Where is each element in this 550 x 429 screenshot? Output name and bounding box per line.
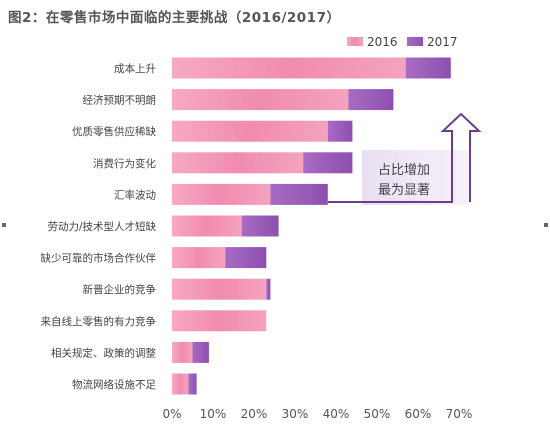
category-label: 相关规定、政策的调整 <box>51 346 156 359</box>
category-label: 优质零售供应稀缺 <box>72 125 156 138</box>
legend: 2016 2017 <box>347 35 458 49</box>
x-tick-label: 40% <box>323 407 350 421</box>
bar-2017 <box>270 183 328 205</box>
category-label: 劳动力/技术型人才短缺 <box>47 220 156 233</box>
x-tick-label: 50% <box>364 407 391 421</box>
x-tick-label: 20% <box>241 407 268 421</box>
bar-2017 <box>241 215 279 237</box>
bar-2017 <box>303 152 353 174</box>
bar-2017 <box>405 57 451 79</box>
x-tick-label: 10% <box>200 407 227 421</box>
bars-layer <box>172 57 451 395</box>
right-edge-mark <box>544 223 548 227</box>
x-tick-label: 0% <box>162 407 181 421</box>
callout-text: 占比增加 <box>378 163 430 178</box>
bar-2016 <box>172 215 242 237</box>
bar-2017 <box>266 278 271 300</box>
category-label: 汇率波动 <box>114 188 156 201</box>
bar-2016 <box>172 57 406 79</box>
legend-label: 2016 <box>367 35 398 49</box>
bar-2016 <box>172 341 193 363</box>
bar-2017 <box>327 120 353 142</box>
bar-2016 <box>172 278 267 300</box>
trend-arrow-icon <box>328 112 482 203</box>
bar-2017 <box>348 89 394 111</box>
category-label: 物流网络设施不足 <box>72 378 156 391</box>
category-label: 来自线上零售的有力竞争 <box>41 315 157 328</box>
category-label: 经济预期不明朗 <box>83 94 157 107</box>
bar-2016 <box>172 120 328 142</box>
category-labels: 成本上升经济预期不明朗优质零售供应稀缺消费行为变化汇率波动劳动力/技术型人才短缺… <box>41 62 157 391</box>
bar-2016 <box>172 152 304 174</box>
chart-title: 图2：在零售市场中面临的主要挑战（2016/2017） <box>8 10 341 26</box>
legend-label: 2017 <box>427 35 458 49</box>
category-label: 缺少可靠的市场合作伙伴 <box>41 252 157 265</box>
callout-text: 最为显著 <box>378 183 430 198</box>
category-label: 消费行为变化 <box>93 157 156 170</box>
bar-2017 <box>188 373 197 395</box>
category-label: 成本上升 <box>114 62 156 75</box>
x-axis: 0% 10% 20% 30% 40% 50% 60% 70% <box>162 407 472 421</box>
bar-2016 <box>172 373 189 395</box>
x-tick-label: 60% <box>405 407 432 421</box>
left-edge-mark <box>2 223 6 227</box>
x-tick-label: 70% <box>446 407 473 421</box>
category-label: 新晋企业的竞争 <box>83 283 157 296</box>
x-tick-label: 30% <box>282 407 309 421</box>
bar-2016 <box>172 89 349 111</box>
bar-2017 <box>192 341 209 363</box>
bar-2017 <box>225 247 267 269</box>
bar-2016 <box>172 183 271 205</box>
legend-swatch <box>347 37 363 46</box>
bar-2016 <box>172 310 267 332</box>
bar-2016 <box>172 247 226 269</box>
legend-swatch <box>407 37 423 46</box>
